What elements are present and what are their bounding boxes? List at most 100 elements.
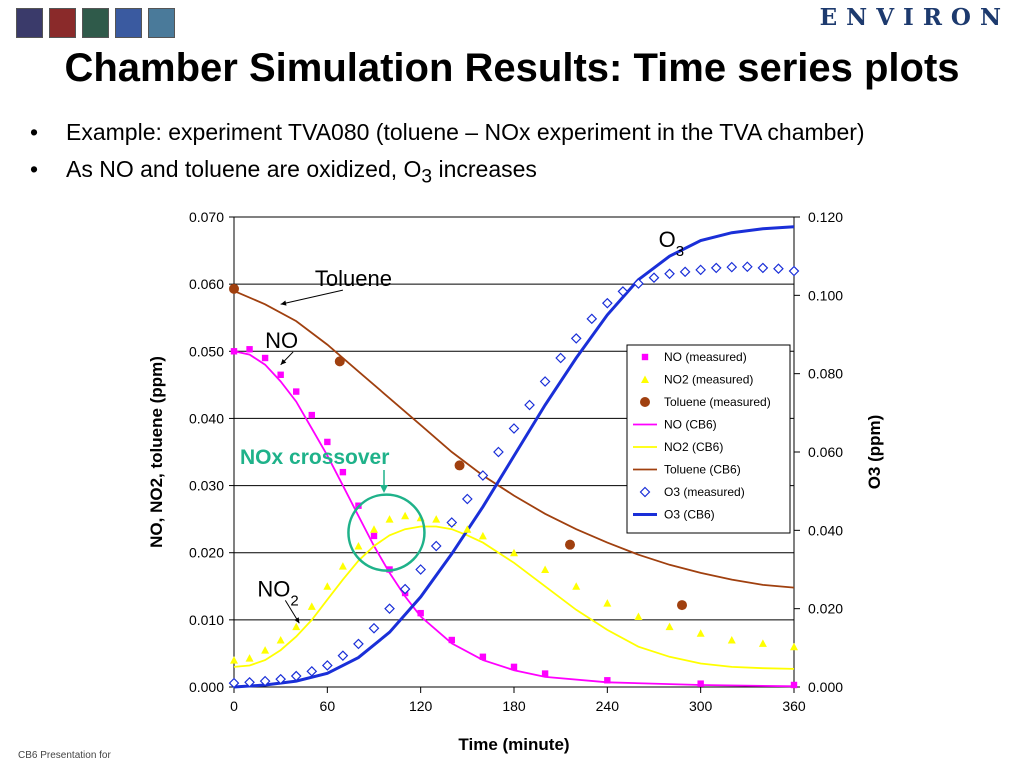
series-markers	[228, 261, 800, 689]
data-point-no2-measured	[292, 622, 301, 631]
data-point-o3-measured	[244, 676, 255, 688]
y-axis-left: 0.000 0.010 0.020 0.030 0.040 0.050 0.060 0.070	[189, 209, 234, 695]
bullet-item: • As NO and toluene are oxidized, O3 inc…	[30, 155, 970, 192]
bullet-icon: •	[30, 156, 39, 182]
data-point-o3-measured	[446, 517, 458, 528]
bullet-icon: •	[30, 119, 39, 145]
x-tick-label: 180	[502, 698, 526, 714]
x-tick-label: 120	[409, 698, 433, 714]
thumbnail-4	[115, 8, 142, 38]
y-left-tick-label: 0.050	[189, 343, 224, 359]
crossover-circle	[347, 493, 426, 572]
y-left-tick-label: 0.060	[189, 276, 224, 292]
thumbnail-1	[16, 8, 43, 38]
data-point-no-measured	[790, 681, 798, 689]
data-point-o3-measured	[259, 675, 271, 687]
y-right-tick-label: 0.100	[808, 287, 843, 303]
data-point-no2-measured	[603, 599, 612, 607]
data-point-o3-measured	[664, 268, 675, 280]
data-point-no2-measured	[401, 511, 410, 520]
data-point-no-measured	[246, 346, 253, 353]
y-right-tick-label: 0.020	[808, 601, 843, 617]
legend-label: NO2 (measured)	[664, 373, 753, 387]
data-point-no2-measured	[338, 562, 347, 570]
bullet-list: • Example: experiment TVA080 (toluene – …	[30, 118, 970, 200]
data-point-no2-measured	[323, 582, 332, 590]
header-thumbnails	[16, 8, 175, 38]
data-point-o3-measured	[679, 266, 691, 278]
y-axis-right-label: O3 (ppm)	[865, 415, 884, 490]
data-point-o3-measured	[601, 297, 613, 309]
data-point-o3-measured	[368, 622, 380, 634]
legend: NO (measured) NO2 (measured) Toluene (meas…	[626, 344, 791, 534]
y-right-tick-label: 0.120	[808, 209, 843, 225]
data-point-o3-measured	[757, 262, 769, 274]
data-point-no2-measured	[541, 565, 550, 573]
legend-label: Toluene (CB6)	[664, 463, 741, 477]
data-point-no2-measured	[634, 612, 643, 620]
data-point-no-measured	[339, 468, 347, 476]
data-point-no-measured	[370, 532, 378, 540]
data-point-no2-measured	[790, 642, 798, 651]
legend-label: O3 (CB6)	[664, 508, 715, 522]
bullet-text-end: increases	[432, 156, 537, 182]
data-point-o3-measured	[275, 673, 287, 685]
series-annotation: NO	[265, 328, 298, 353]
data-point-o3-measured	[477, 470, 489, 481]
data-point-no2-measured	[572, 582, 581, 590]
data-point-no2-measured	[230, 656, 238, 664]
data-point-no2-measured	[696, 629, 705, 637]
series-line-o3-cb6	[233, 225, 795, 689]
thumbnail-3	[82, 8, 109, 38]
data-point-no2-measured	[463, 525, 472, 533]
bullet-text-start: As NO and toluene are oxidized, O	[66, 156, 422, 182]
environ-logo: ENVIRON	[819, 4, 1010, 31]
x-tick-label: 360	[782, 698, 806, 714]
data-point-o3-measured	[710, 262, 722, 274]
data-point-o3-measured	[524, 399, 535, 411]
data-point-o3-measured	[415, 564, 427, 575]
data-point-o3-measured	[773, 263, 784, 275]
series-annotation: Toluene	[315, 266, 392, 291]
data-point-o3-measured	[306, 665, 318, 677]
data-point-no-measured	[479, 653, 487, 660]
data-point-toluene-measured	[334, 356, 345, 367]
data-point-o3-measured	[461, 493, 473, 505]
y-axis-left-label: NO, NO2, toluene (ppm)	[147, 356, 166, 548]
data-point-o3-measured	[508, 423, 520, 434]
bullet-text: Example: experiment TVA080 (toluene – NO…	[66, 119, 865, 145]
data-point-no2-measured	[510, 548, 518, 557]
y-left-tick-label: 0.040	[189, 410, 224, 426]
data-point-o3-measured	[617, 286, 629, 297]
data-point-no-measured	[230, 348, 238, 355]
crossover-label: NOx crossover	[240, 446, 389, 469]
annotation-subscript: 2	[290, 592, 298, 609]
x-tick-label: 240	[596, 698, 620, 714]
data-point-o3-measured	[555, 352, 567, 364]
bullet-subscript: 3	[421, 166, 433, 188]
y-right-tick-label: 0.000	[808, 679, 843, 695]
data-point-no2-measured	[276, 636, 285, 644]
data-point-o3-measured	[337, 650, 349, 662]
data-point-no2-measured	[385, 515, 394, 523]
data-point-no-measured	[308, 411, 315, 419]
data-point-o3-measured	[384, 603, 395, 615]
data-point-o3-measured	[788, 265, 800, 277]
data-point-no-measured	[417, 609, 424, 617]
data-point-o3-measured	[493, 446, 504, 458]
data-point-no-measured	[448, 636, 455, 644]
slide-title: Chamber Simulation Results: Time series …	[64, 46, 960, 90]
y-right-tick-label: 0.060	[808, 444, 843, 460]
series-line-no2-cb6	[233, 525, 795, 670]
annotation-arrowhead	[294, 617, 300, 624]
y-left-tick-label: 0.000	[189, 679, 224, 695]
legend-swatch	[641, 375, 649, 383]
data-point-no-measured	[541, 670, 549, 677]
data-point-no-measured	[293, 388, 300, 395]
data-point-no2-measured	[245, 654, 254, 662]
data-point-toluene-measured	[454, 460, 465, 471]
data-point-no2-measured	[370, 525, 378, 533]
y-axis-right: 0.000 0.020 0.040 0.060 0.080 0.100 0.120	[794, 209, 843, 695]
data-point-no2-measured	[727, 636, 736, 644]
